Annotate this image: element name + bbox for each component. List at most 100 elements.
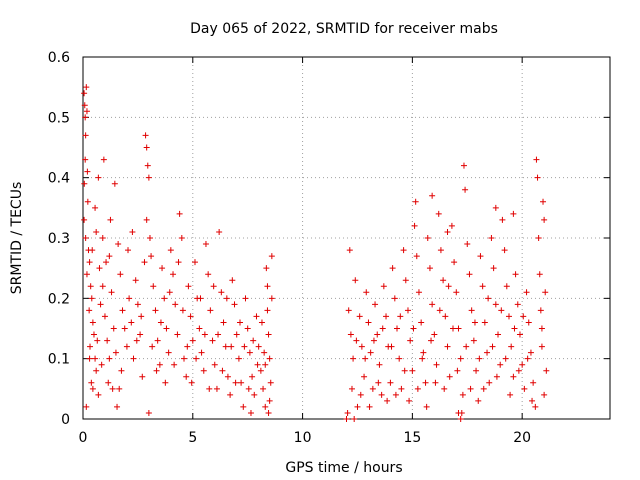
data-point [486,379,493,386]
data-point [397,313,404,320]
data-point [265,331,272,338]
data-point [534,174,541,181]
data-point [254,361,261,368]
data-point [356,313,363,320]
data-point [396,355,403,362]
data-point [148,253,155,260]
chart-title: Day 065 of 2022, SRMTID for receiver mab… [190,21,498,37]
data-point [437,247,444,254]
data-point [363,289,370,296]
data-point [196,325,203,332]
data-point [154,337,161,344]
data-point [183,373,190,380]
data-point [440,277,447,284]
data-point [505,313,512,320]
data-point [172,301,179,308]
data-point [462,186,469,193]
data-point [423,403,430,410]
data-point [82,156,89,163]
data-point [451,259,458,266]
data-point [497,361,504,368]
data-point [153,367,160,374]
data-point [132,277,139,284]
data-point [525,319,532,326]
data-point [398,385,405,392]
y-tick-label: 0.5 [48,110,70,126]
data-point [235,355,242,362]
data-point [470,337,477,344]
data-point [245,385,252,392]
data-point [516,331,523,338]
data-point [429,301,436,308]
data-point [255,343,262,350]
data-point [121,325,128,332]
data-point [82,235,89,241]
data-point [435,210,442,217]
data-point [103,259,110,266]
data-point [95,391,102,398]
data-point [187,313,194,320]
data-point [419,355,426,362]
data-point [514,301,521,308]
data-point [468,307,475,314]
data-point [159,265,166,272]
data-point [82,132,89,139]
data-point [219,367,226,374]
data-point [502,355,509,362]
data-point [365,319,372,326]
data-point [527,349,534,356]
data-point [152,307,159,314]
data-point [213,385,220,392]
data-point [99,235,106,241]
data-point [354,403,361,410]
data-point [414,385,421,392]
data-point [216,228,223,235]
data-point [543,367,550,374]
data-point [112,349,119,356]
data-point [488,235,495,241]
data-point [150,283,157,290]
data-point [448,222,455,229]
data-point [265,409,272,416]
data-point [535,235,542,241]
data-point [262,403,269,410]
data-point [445,283,452,290]
data-point [407,337,414,344]
data-point [404,307,411,314]
data-point [481,319,488,326]
data-point [264,283,271,290]
data-point [266,355,273,362]
data-point [459,391,466,398]
data-point [81,216,88,223]
data-point [510,210,517,217]
data-point [181,355,188,362]
data-point [157,319,164,326]
data-point [388,343,395,350]
data-point [542,289,549,296]
data-point [263,265,270,272]
y-axis-label: SRMTID / TECUs [9,182,25,295]
data-point [201,331,208,338]
data-point [540,198,547,205]
data-point [143,216,150,223]
data-point [347,331,354,338]
data-point [174,331,181,338]
data-point [511,325,518,332]
data-point [264,307,271,314]
data-point [90,331,97,338]
data-point [175,259,182,266]
data-point [521,385,528,392]
data-point [375,379,382,386]
data-point [529,397,536,404]
data-point [436,307,443,314]
data-point [165,349,172,356]
data-point [519,361,526,368]
data-point [134,301,141,308]
data-point [86,307,93,314]
data-point [415,289,422,296]
data-point [477,253,484,260]
data-point [110,325,117,332]
data-point [380,283,387,290]
data-point [249,373,256,380]
data-point [197,295,204,302]
